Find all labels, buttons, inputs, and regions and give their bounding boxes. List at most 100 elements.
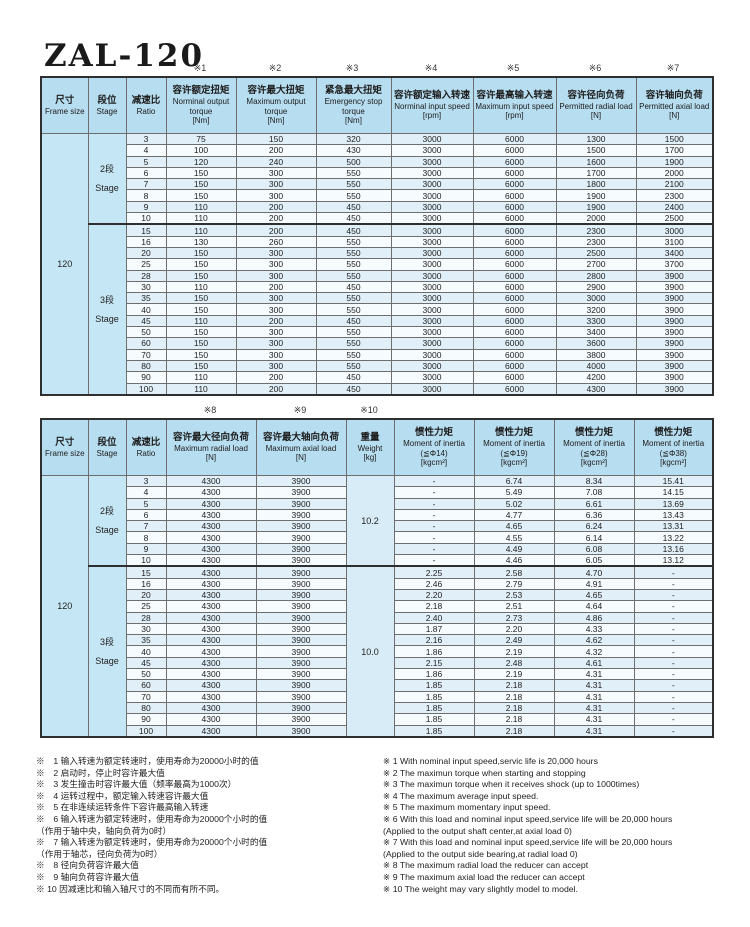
value-cell: - [393,508,475,522]
value-cell: 3000 [390,189,474,202]
value-cell: 3000 [390,223,474,237]
value-cell: 2000 [555,212,637,225]
value-cell: 3900 [255,611,347,624]
table-row: 6 150 300 550 3000 6000 1700 2000 [41,166,714,180]
value-cell: 4300 [165,497,257,510]
value-cell: 4300 [165,565,257,579]
value-cell: - [633,565,714,579]
value-cell: 2.58 [473,565,555,579]
value-cell: 6000 [472,223,557,237]
value-cell: 6000 [472,132,557,146]
value-cell: 4300 [165,554,257,567]
ratings-table: 尺寸 Frame size 段位 Stage 减速比 Ratio 容许额定扭矩 Normina… [40,76,714,396]
value-cell: 3900 [635,314,714,328]
value-cell: - [393,520,475,533]
table-row: 9 4300 3900 -4.49 6.08 13.16 [41,542,714,556]
column-header: 尺寸 Frame size [40,76,89,134]
footnote-ref-label: ※4 [424,63,438,73]
footnote-line: ※ 8 The maximum radial load the reducer … [383,860,589,871]
value-cell: 6000 [472,178,557,191]
value-cell: 4000 [555,359,637,373]
value-cell: 450 [315,382,392,396]
value-cell: 3000 [390,235,474,248]
value-cell: 2500 [555,246,637,260]
value-cell: 150 [165,269,237,282]
footnote-line: （作用于轴中央，轴向负荷为0时） [36,825,172,836]
value-cell: 110 [165,314,237,328]
value-cell: 4300 [165,713,257,726]
value-cell: 450 [315,314,392,328]
ratio-cell: 10 [125,212,167,225]
load-weight-inertia-section: ※8 ※9 ※10 尺寸 Frame size 段位 Stage 减速比 Ratio 容许最大径… [40,405,714,738]
table-row: 100 110 200 450 3000 6000 4300 3900 [41,382,714,396]
value-cell: 3600 [555,337,637,350]
value-cell: 3300 [555,314,637,328]
value-cell: 4300 [165,622,257,636]
value-cell: 1700 [555,166,637,180]
table-row: 60 150 300 550 3000 6000 3600 3900 [41,337,714,350]
value-cell: 2.20 [393,588,475,602]
value-cell: 150 [165,292,237,305]
value-cell: 4300 [165,656,257,670]
ratio-cell: 16 [125,577,167,590]
value-cell: 2500 [635,212,714,225]
column-header: 容许最大轴向负荷 Maximum axial load [N] [255,418,347,476]
value-cell: 3900 [255,634,347,647]
value-cell: - [633,701,714,715]
value-cell: 1500 [635,132,714,146]
footnote-line: ※ 9 轴向负荷容许最大值 [36,871,139,882]
ratio-cell: 30 [125,280,167,294]
column-header: 重量 Weight [kg] [345,418,395,476]
column-header: 容许径向负荷 Permitted radial load [N] [555,76,637,134]
value-cell: - [633,656,714,670]
value-cell: - [633,600,714,613]
value-cell: - [633,713,714,726]
ratio-cell: 4 [125,486,167,499]
value-cell: 300 [235,348,317,361]
table-row: 120 2段 Stage 3 4300 3900 10.2-6.74 8.34 15.41 [40,474,714,738]
value-cell: 300 [235,258,317,271]
value-cell: 6000 [472,292,557,305]
value-cell: 200 [235,280,317,294]
table-row: 90 4300 3900 1.85 2.18 4.31- [41,713,714,726]
ratio-cell: 6 [125,508,167,522]
value-cell: 550 [315,258,392,271]
value-cell: 6000 [472,200,557,214]
value-cell: 3900 [255,724,347,738]
footnote-line: (Applied to the output side bearing,at r… [383,848,578,859]
ratio-cell: 35 [125,292,167,305]
value-cell: 6000 [472,144,557,157]
footnote-line: ※ 3 The maximun torque when it receives … [383,779,640,790]
stage-cell: 2段 Stage [87,133,127,225]
value-cell: 2800 [555,269,637,282]
value-cell: 3900 [255,474,347,488]
value-cell: 3000 [390,337,474,350]
value-cell: 300 [235,189,317,202]
ratio-cell: 6 [125,166,167,180]
value-cell: - [393,486,475,499]
value-cell: 4.61 [553,656,635,670]
value-cell: 1.85 [393,679,475,692]
value-cell: 130 [165,235,237,248]
value-cell: 6000 [472,189,557,202]
ratio-cell: 70 [125,348,167,361]
value-cell: 4.31 [553,724,635,738]
value-cell: 2.19 [473,668,555,681]
value-cell: 4.70 [553,565,635,579]
value-cell: 3000 [390,132,474,146]
value-cell: 2.53 [473,588,555,602]
value-cell: 200 [235,223,317,237]
value-cell: 450 [315,223,392,237]
value-cell: 3000 [390,155,474,168]
value-cell: - [633,634,714,647]
ratio-cell: 9 [125,200,167,214]
ratings-table-section: ※1 ※2 ※3 ※4 ※5 ※6 ※7 尺寸 Frame size 段位 Stage 减速比 Rat… [40,63,714,396]
table-row: 3段 Stage 15 110 200 450 3000 6000 2300 3000 [41,223,714,396]
table-row: 28 4300 3900 2.40 2.73 4.86- [41,611,714,624]
value-cell: 3000 [390,280,474,294]
value-cell: 5.49 [473,486,555,499]
table-row: 50 4300 3900 1.86 2.19 4.31- [41,668,714,681]
column-header: 惯性力矩 Moment of inertia (≦Φ14) [kgcm²] [393,418,475,476]
value-cell: 3900 [255,554,347,567]
value-cell: 150 [165,326,237,339]
